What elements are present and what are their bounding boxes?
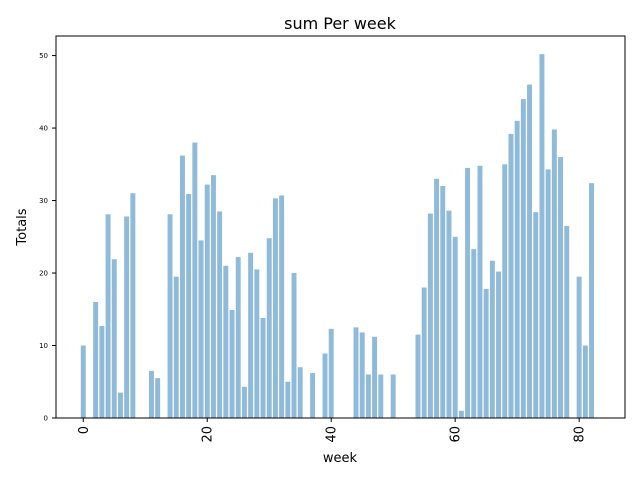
bar-week-44: [353, 327, 359, 418]
bar-week-11: [148, 370, 154, 418]
bar-week-71: [520, 99, 526, 418]
bar-week-14: [167, 214, 173, 418]
bar-week-78: [564, 225, 570, 418]
bar-week-64: [477, 165, 483, 418]
bar-week-22: [217, 211, 223, 418]
bar-week-60: [452, 236, 458, 418]
bar-week-28: [254, 269, 260, 418]
bar-week-48: [378, 374, 384, 418]
bar-week-67: [496, 271, 502, 418]
bar-week-82: [589, 183, 595, 418]
bar-week-68: [502, 164, 508, 418]
bar-week-25: [235, 257, 241, 418]
bar-week-0: [80, 345, 86, 418]
bar-week-30: [266, 238, 272, 418]
bar-week-26: [241, 386, 247, 418]
bar-week-20: [204, 184, 210, 418]
bar-week-45: [359, 332, 365, 418]
chart-title: sum Per week: [284, 14, 397, 33]
bar-week-75: [545, 169, 551, 418]
bar-week-55: [421, 287, 427, 418]
x-tick-label: 40: [325, 426, 340, 443]
bar-week-12: [155, 378, 161, 418]
bar-week-15: [173, 276, 179, 418]
y-tick-label: 20: [39, 270, 48, 278]
x-tick-label: 20: [201, 426, 216, 443]
bar-week-56: [427, 213, 433, 418]
x-axis-label: week: [323, 451, 358, 466]
bar-week-77: [558, 157, 564, 419]
bar-week-58: [440, 186, 446, 418]
bar-week-35: [297, 367, 303, 418]
x-axis-ticks: 0 20 40 60 80: [77, 418, 588, 443]
bar-week-32: [279, 195, 285, 418]
bar-week-80: [576, 276, 582, 418]
bar-week-50: [390, 374, 396, 418]
bars-group: [80, 54, 595, 419]
bar-week-34: [291, 273, 297, 418]
y-tick-label: 30: [39, 197, 48, 205]
bar-week-8: [130, 193, 136, 418]
bar-week-74: [539, 54, 545, 419]
x-tick-label: 80: [573, 426, 588, 443]
bar-week-5: [111, 259, 117, 418]
y-tick-label: 50: [39, 52, 48, 60]
bar-week-7: [124, 216, 130, 418]
bar-week-18: [192, 142, 198, 419]
bar-week-73: [533, 212, 539, 418]
bar-week-31: [272, 198, 278, 418]
x-tick-label: 60: [449, 426, 464, 443]
y-tick-label: 10: [39, 342, 48, 350]
bar-week-16: [179, 155, 185, 418]
bar-week-27: [248, 252, 254, 418]
y-axis-ticks: 0 10 20 30 40 50: [39, 52, 56, 423]
bar-week-24: [229, 310, 235, 418]
bar-week-29: [260, 317, 266, 418]
bar-week-70: [514, 120, 520, 418]
bar-week-57: [434, 178, 440, 418]
bar-week-37: [310, 373, 316, 418]
bar-week-21: [210, 175, 216, 418]
y-axis-label: Totals: [15, 208, 30, 246]
bar-week-3: [99, 325, 105, 418]
x-tick-label: 0: [77, 426, 92, 434]
bar-week-19: [198, 240, 204, 418]
y-tick-label: 40: [39, 125, 48, 133]
plot-frame: [55, 35, 626, 419]
bar-week-4: [105, 214, 111, 418]
bar-week-47: [372, 336, 378, 418]
bar-week-40: [328, 328, 334, 418]
bar-week-62: [465, 167, 471, 418]
y-tick-label: 0: [44, 415, 48, 423]
bar-week-61: [458, 410, 464, 418]
bar-week-33: [285, 381, 291, 418]
bar-week-46: [365, 374, 371, 418]
bar-week-69: [508, 133, 514, 419]
bar-week-39: [322, 353, 328, 418]
bar-week-72: [527, 84, 533, 418]
bar-week-2: [93, 302, 99, 418]
bar-week-54: [415, 334, 421, 418]
bar-week-65: [483, 288, 489, 418]
bar-week-81: [582, 345, 588, 418]
bar-week-23: [223, 265, 229, 418]
bar-week-17: [186, 194, 192, 418]
bar-week-59: [446, 210, 452, 418]
bar-week-76: [551, 129, 557, 418]
bar-week-63: [471, 249, 477, 418]
bar-week-66: [489, 260, 495, 418]
bar-week-6: [117, 392, 123, 418]
